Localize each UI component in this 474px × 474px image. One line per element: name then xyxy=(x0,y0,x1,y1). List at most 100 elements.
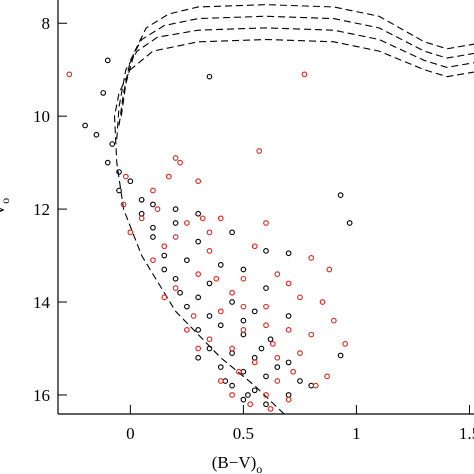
star-point xyxy=(138,215,145,222)
star-point xyxy=(256,148,263,154)
star-point xyxy=(263,373,269,380)
x-tick-label: 1.5 xyxy=(459,424,474,443)
x-tick-label: 0.5 xyxy=(233,424,254,443)
star-point xyxy=(229,229,235,236)
star-point xyxy=(245,392,251,398)
star-point xyxy=(195,345,202,352)
star-point xyxy=(301,71,308,78)
star-point xyxy=(150,257,156,264)
star-point xyxy=(199,215,206,222)
star-point xyxy=(263,285,269,291)
star-point xyxy=(161,294,168,301)
y-label: Vo xyxy=(0,198,12,216)
star-point xyxy=(172,220,179,226)
star-point xyxy=(346,220,353,226)
star-point xyxy=(206,248,213,254)
star-point xyxy=(195,238,202,245)
star-point xyxy=(285,359,292,366)
star-point xyxy=(285,396,292,403)
star-point xyxy=(263,220,269,226)
star-point xyxy=(104,57,111,64)
star-point xyxy=(308,255,315,261)
star-point xyxy=(82,122,88,129)
star-point xyxy=(240,327,247,333)
star-point xyxy=(267,336,274,343)
star-point xyxy=(195,354,202,361)
star-point xyxy=(326,266,333,273)
star-point xyxy=(229,345,235,352)
star-point xyxy=(247,401,254,408)
star-point xyxy=(297,350,303,356)
x-tick-label: 0 xyxy=(126,424,135,443)
star-point xyxy=(308,382,315,389)
star-point xyxy=(116,187,122,194)
star-point xyxy=(217,261,224,268)
star-point xyxy=(109,141,116,147)
star-point xyxy=(337,192,344,199)
x-label-main: (B−V) xyxy=(212,453,257,472)
y-tick-label: 12 xyxy=(33,200,50,219)
star-point xyxy=(285,313,292,319)
star-point xyxy=(263,401,269,408)
star-point xyxy=(217,364,224,370)
star-point xyxy=(240,275,247,282)
star-point xyxy=(263,303,269,310)
star-point xyxy=(177,289,183,296)
star-point xyxy=(308,331,315,338)
star-point xyxy=(274,378,281,384)
star-point xyxy=(274,271,281,277)
star-point xyxy=(229,289,235,296)
star-point xyxy=(217,308,224,315)
star-point xyxy=(229,299,235,305)
star-point xyxy=(161,243,168,250)
star-point xyxy=(217,215,224,222)
star-point xyxy=(263,392,269,398)
star-point xyxy=(66,71,73,78)
star-point xyxy=(324,373,330,380)
star-point xyxy=(161,252,168,259)
star-point xyxy=(274,364,281,370)
star-point xyxy=(330,317,337,324)
star-point xyxy=(154,206,161,212)
star-point xyxy=(263,322,269,329)
star-point xyxy=(172,285,179,291)
star-point xyxy=(285,392,292,398)
star-point xyxy=(240,331,247,338)
star-point xyxy=(172,155,179,161)
star-point xyxy=(150,234,156,240)
y-label-main: V xyxy=(0,203,8,216)
star-point xyxy=(240,266,247,273)
star-point xyxy=(122,173,129,180)
star-point xyxy=(93,131,100,138)
star-point xyxy=(217,322,224,329)
star-point xyxy=(222,378,229,384)
y-tick-label: 10 xyxy=(33,107,50,126)
star-point xyxy=(172,275,179,282)
star-point xyxy=(206,73,213,80)
star-point xyxy=(100,90,107,96)
star-point xyxy=(213,275,220,282)
star-point xyxy=(138,196,145,203)
star-point xyxy=(190,313,197,319)
star-point xyxy=(240,368,247,375)
star-point xyxy=(116,169,122,175)
star-point xyxy=(195,327,202,333)
y-tick-label: 14 xyxy=(33,293,51,312)
star-point xyxy=(138,210,145,217)
star-point xyxy=(206,345,213,352)
star-point xyxy=(258,345,265,352)
star-point xyxy=(285,280,292,287)
star-point xyxy=(229,392,235,398)
star-point xyxy=(251,243,258,250)
star-point xyxy=(195,271,202,277)
star-point xyxy=(229,350,235,356)
star-point xyxy=(120,201,127,208)
star-point xyxy=(240,396,247,403)
isochrone xyxy=(120,4,474,117)
star-point xyxy=(184,220,190,226)
star-point xyxy=(236,368,242,375)
star-point xyxy=(312,382,319,389)
star-point xyxy=(165,173,172,180)
x-label: (B−V)o xyxy=(212,453,263,474)
